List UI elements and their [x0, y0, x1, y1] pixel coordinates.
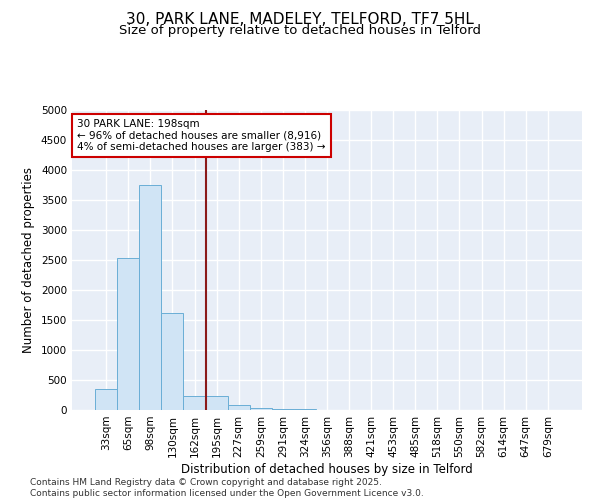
Bar	[139, 185, 161, 410]
Y-axis label: Number of detached properties: Number of detached properties	[22, 167, 35, 353]
Bar	[95, 389, 117, 410]
Text: Contains HM Land Registry data © Crown copyright and database right 2025.
Contai: Contains HM Land Registry data © Crown c…	[30, 478, 424, 498]
Bar	[184, 396, 206, 410]
Bar	[227, 405, 250, 410]
Bar	[272, 409, 294, 410]
Text: Size of property relative to detached houses in Telford: Size of property relative to detached ho…	[119, 24, 481, 37]
Bar	[161, 313, 184, 410]
Bar	[117, 258, 139, 410]
Text: 30, PARK LANE, MADELEY, TELFORD, TF7 5HL: 30, PARK LANE, MADELEY, TELFORD, TF7 5HL	[126, 12, 474, 28]
Text: 30 PARK LANE: 198sqm
← 96% of detached houses are smaller (8,916)
4% of semi-det: 30 PARK LANE: 198sqm ← 96% of detached h…	[77, 119, 326, 152]
X-axis label: Distribution of detached houses by size in Telford: Distribution of detached houses by size …	[181, 462, 473, 475]
Bar	[206, 396, 227, 410]
Bar	[250, 408, 272, 410]
